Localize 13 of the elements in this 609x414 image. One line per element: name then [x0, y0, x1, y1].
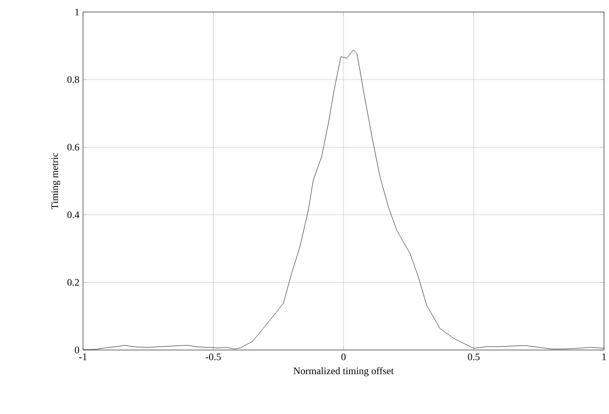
- x-axis-title: Normalized timing offset: [294, 367, 394, 376]
- y-tick-label: 0.8: [67, 76, 80, 83]
- y-tick-label: 0.4: [67, 211, 80, 218]
- x-tick-label: 0.5: [468, 354, 480, 360]
- x-tick-label: 1: [602, 354, 606, 360]
- y-tick-label: 1: [75, 8, 79, 16]
- y-tick-label: 0.6: [67, 144, 80, 151]
- y-tick-label: 0.2: [67, 279, 79, 286]
- x-tick-label: -0.5: [206, 354, 221, 360]
- x-tick-label: 0: [341, 354, 346, 360]
- y-axis-title: Timing metric: [51, 152, 60, 210]
- y-tick-label: 0: [74, 346, 80, 354]
- x-tick-label: -1: [79, 354, 87, 360]
